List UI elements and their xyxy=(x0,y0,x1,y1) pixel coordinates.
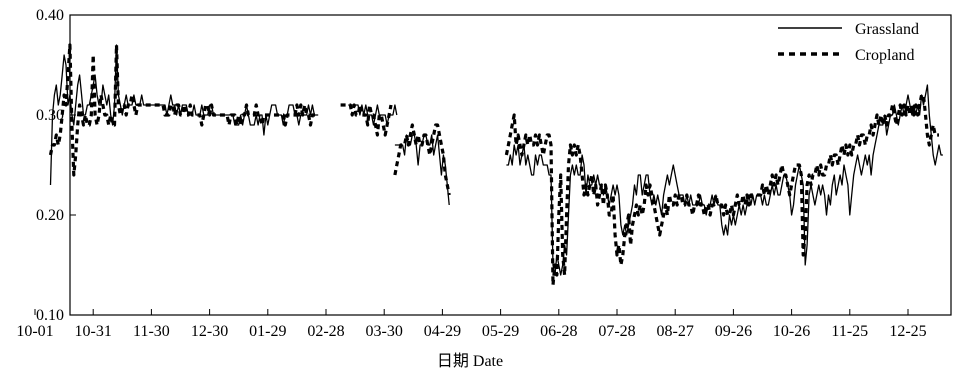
x-tick-label: 11-30 xyxy=(133,323,170,340)
x-tick-label: 10-01 xyxy=(16,323,53,340)
series-cropland xyxy=(48,43,939,287)
x-tick-label: 01-29 xyxy=(249,323,286,340)
x-axis: 10-01 10-31 11-30 12-30 01-29 02-28 03-30 04-29… xyxy=(16,309,927,340)
y-tick-label: 0.10 xyxy=(36,307,64,324)
series-layer xyxy=(48,43,943,287)
x-tick-label: 04-29 xyxy=(424,323,461,340)
series-line-cropland xyxy=(293,103,317,127)
x-tick-label: 06-28 xyxy=(540,323,577,340)
y-axis: 0.10 0.20 0.30 0.40 xyxy=(36,7,76,324)
x-tick-label: 11-25 xyxy=(831,323,868,340)
series-line-cropland xyxy=(504,93,939,287)
x-tick-label: 08-27 xyxy=(657,323,694,340)
series-grassland xyxy=(49,44,943,276)
series-line-cropland xyxy=(393,123,451,196)
x-tick-label: 09-26 xyxy=(715,323,752,340)
legend: Grassland Cropland xyxy=(778,21,919,64)
x-tick-label: 03-30 xyxy=(366,323,403,340)
series-line-cropland xyxy=(340,103,393,137)
x-axis-title: 日期 Date xyxy=(437,352,503,370)
legend-label-grassland: Grassland xyxy=(855,21,919,38)
x-tick-label: 05-29 xyxy=(482,323,519,340)
series-line-grassland xyxy=(506,84,943,276)
x-tick-label: 12-30 xyxy=(191,323,228,340)
x-tick-label: 10-31 xyxy=(75,323,112,340)
y-tick-label: 0.40 xyxy=(36,7,64,24)
plot-frame xyxy=(69,14,952,316)
x-tick-label: 07-28 xyxy=(598,323,635,340)
x-tick-label: 12-25 xyxy=(889,323,926,340)
x-tick-label: 02-28 xyxy=(307,323,344,340)
series-line-grassland xyxy=(49,44,302,186)
legend-label-cropland: Cropland xyxy=(855,47,915,64)
x-tick-label: 10-26 xyxy=(773,323,810,340)
y-tick-label: 0.20 xyxy=(36,207,64,224)
y-tick-label: 0.30 xyxy=(36,107,64,124)
series-line-cropland xyxy=(48,43,301,177)
